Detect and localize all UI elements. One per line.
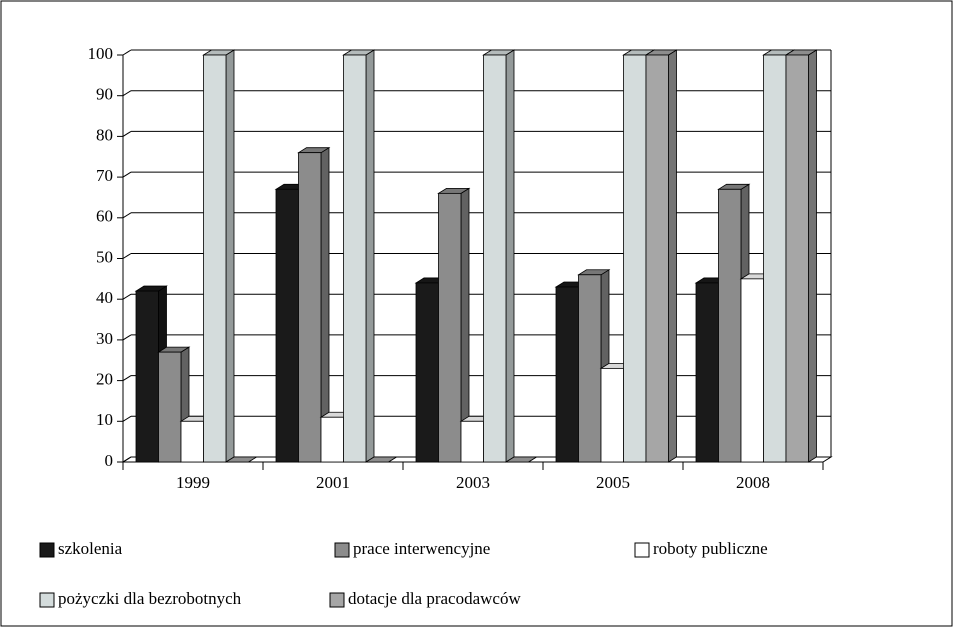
bar: [135, 290, 159, 463]
grid-line: [122, 334, 132, 341]
legend-swatch: [39, 592, 55, 608]
legend-swatch: [329, 592, 345, 608]
grid-line: [122, 90, 132, 97]
grid-line: [122, 130, 132, 137]
y-tick-label: 0: [105, 451, 114, 470]
bar: [180, 420, 204, 463]
x-tick-label: 2003: [456, 473, 490, 492]
bar: [438, 192, 462, 463]
y-tick-label: 20: [96, 370, 113, 389]
bar: [343, 54, 367, 463]
bar: [555, 286, 579, 463]
bar: [320, 416, 344, 463]
legend-label: roboty publiczne: [653, 539, 768, 558]
grid-line: [122, 375, 132, 382]
grid-line: [122, 49, 132, 56]
grid-line: [122, 171, 132, 178]
x-tick-label: 2001: [316, 473, 350, 492]
bar: [460, 420, 484, 463]
legend-swatch: [334, 542, 350, 558]
y-tick-label: 80: [96, 125, 113, 144]
bar: [158, 351, 182, 463]
legend-label: prace interwencyjne: [353, 539, 490, 558]
bar-side: [668, 49, 677, 463]
bar-side: [808, 49, 817, 463]
x-tick-label: 2005: [596, 473, 630, 492]
bar: [740, 278, 764, 463]
legend-label: dotacje dla pracodawców: [348, 589, 521, 608]
bar: [695, 282, 719, 463]
bar: [578, 274, 602, 463]
legend-swatch: [39, 542, 55, 558]
legend-label: szkolenia: [58, 539, 123, 558]
x-tick-label: 1999: [176, 473, 210, 492]
bar: [203, 54, 227, 463]
bar: [763, 54, 787, 463]
y-tick-label: 40: [96, 288, 113, 307]
legend-label: pożyczki dla bezrobotnych: [58, 589, 242, 608]
grid-line: [122, 253, 132, 259]
bar: [623, 54, 647, 463]
bar-top: [364, 456, 398, 463]
y-tick-label: 30: [96, 329, 113, 348]
bar: [600, 367, 624, 463]
y-tick-label: 90: [96, 85, 113, 104]
bar: [275, 188, 299, 463]
grid-line: [122, 293, 132, 300]
x-tick-label: 2008: [736, 473, 770, 492]
bar-top: [504, 456, 538, 463]
legend-swatch: [634, 542, 650, 558]
y-tick-label: 60: [96, 207, 113, 226]
grid-line: [122, 212, 132, 219]
bar: [298, 152, 322, 463]
bar: [785, 54, 809, 463]
bar-side: [505, 49, 515, 463]
bar: [645, 54, 669, 463]
y-tick-label: 70: [96, 166, 113, 185]
y-tick-label: 100: [88, 44, 114, 63]
bar-side: [225, 49, 235, 463]
bar-top: [224, 456, 258, 463]
grid-line: [122, 456, 132, 463]
bar: [718, 188, 742, 463]
bar: [483, 54, 507, 463]
bar-side: [365, 49, 375, 463]
y-tick-label: 50: [96, 247, 113, 266]
grid-line: [122, 415, 132, 422]
y-tick-label: 10: [96, 410, 113, 429]
bar: [415, 282, 439, 463]
